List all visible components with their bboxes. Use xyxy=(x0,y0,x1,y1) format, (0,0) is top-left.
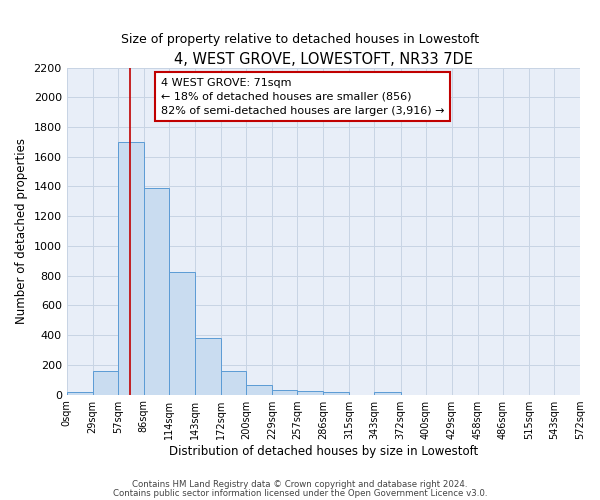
Bar xyxy=(323,392,349,394)
Bar xyxy=(246,385,272,394)
Title: 4, WEST GROVE, LOWESTOFT, NR33 7DE: 4, WEST GROVE, LOWESTOFT, NR33 7DE xyxy=(174,52,473,68)
Text: Contains HM Land Registry data © Crown copyright and database right 2024.: Contains HM Land Registry data © Crown c… xyxy=(132,480,468,489)
Bar xyxy=(92,371,118,394)
Bar xyxy=(195,338,221,394)
Text: Size of property relative to detached houses in Lowestoft: Size of property relative to detached ho… xyxy=(121,32,479,46)
Text: 4 WEST GROVE: 71sqm
← 18% of detached houses are smaller (856)
82% of semi-detac: 4 WEST GROVE: 71sqm ← 18% of detached ho… xyxy=(161,78,445,116)
Bar xyxy=(67,392,92,394)
Bar xyxy=(118,142,144,395)
X-axis label: Distribution of detached houses by size in Lowestoft: Distribution of detached houses by size … xyxy=(169,444,478,458)
Y-axis label: Number of detached properties: Number of detached properties xyxy=(15,138,28,324)
Text: Contains public sector information licensed under the Open Government Licence v3: Contains public sector information licen… xyxy=(113,488,487,498)
Bar xyxy=(272,390,298,394)
Bar xyxy=(144,188,169,394)
Bar xyxy=(221,371,246,394)
Bar xyxy=(169,272,195,394)
Bar xyxy=(374,392,401,394)
Bar xyxy=(298,391,323,394)
